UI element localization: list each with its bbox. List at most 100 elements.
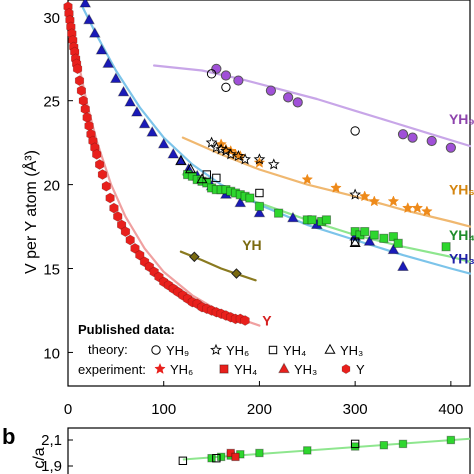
data-point-theory: [267, 158, 280, 170]
data-point-theory: [184, 163, 197, 174]
data-point-experiment: [105, 192, 115, 204]
data-point-experiment: [368, 195, 381, 207]
data-point-b-experiment: [207, 454, 216, 463]
y-axis-label: V per Y atom (Å³): [21, 150, 40, 274]
data-point-experiment: [167, 147, 180, 159]
fit-curve: [153, 64, 472, 148]
curve-label: YH₉: [449, 111, 474, 127]
data-point-theory: [212, 173, 221, 183]
legend-label: YH₄: [234, 362, 257, 377]
data-point-experiment: [231, 268, 242, 279]
data-point-experiment: [220, 70, 232, 81]
data-point-experiment: [360, 227, 370, 237]
fit-curve: [181, 136, 472, 228]
data-point-experiment: [330, 181, 342, 193]
data-point-experiment: [397, 260, 409, 271]
data-point-experiment: [253, 156, 266, 168]
data-point-theory: [350, 126, 360, 136]
data-point-experiment: [253, 206, 266, 218]
legend: Published data: theory: experiment: YH₉ Y…: [78, 322, 365, 377]
data-point-theory: [253, 153, 266, 165]
data-point-experiment: [120, 226, 131, 237]
legend-marker: [219, 364, 229, 374]
data-point-experiment: [125, 234, 135, 246]
data-point-theory: [255, 188, 264, 198]
data-point-experiment: [387, 195, 400, 207]
data-point-theory: [232, 149, 245, 162]
data-point-experiment: [97, 169, 108, 180]
legend-marker: [154, 362, 166, 374]
data-point-b-experiment: [303, 446, 312, 455]
legend-marker: [268, 345, 278, 355]
data-point-experiment: [146, 125, 159, 137]
data-point-b-experiment: [231, 452, 240, 462]
data-point-experiment: [109, 72, 122, 83]
legend-label: YH₆: [226, 343, 249, 358]
y-axis-label-b: c/a: [31, 447, 48, 468]
curve-label: YH: [242, 237, 261, 253]
curve-label: YH₆: [449, 182, 474, 198]
data-point-experiment: [388, 232, 399, 242]
legend-label: Y: [356, 362, 365, 377]
fit-curve-b: [182, 437, 471, 461]
data-point-b-theory: [178, 456, 188, 466]
data-point-experiment: [363, 235, 376, 246]
data-point-experiment: [109, 202, 119, 214]
fit-curve: [81, 5, 472, 275]
data-point-b-theory: [350, 439, 360, 449]
y-tick-label: 15: [43, 262, 60, 279]
x-tick-label: 200: [247, 401, 272, 418]
plot-frame-a: [67, 0, 471, 387]
data-point-b-experiment: [446, 435, 456, 445]
legend-label: YH₃: [294, 362, 317, 377]
legend-marker: [210, 343, 222, 355]
data-point-experiment: [441, 242, 451, 252]
y-tick-label-b: 1,9: [41, 458, 62, 474]
data-point-experiment: [379, 233, 389, 243]
data-point-experiment: [83, 13, 96, 25]
data-point-experiment: [117, 85, 130, 97]
data-point-experiment: [74, 75, 85, 86]
data-point-b-experiment: [255, 448, 264, 458]
data-point-b-experiment: [350, 442, 360, 451]
data-point-experiment: [292, 97, 303, 108]
x-tick-label: 0: [64, 401, 72, 418]
data-point-experiment: [273, 208, 284, 218]
y-tick-label: 25: [43, 94, 60, 111]
curve-label: Y: [262, 313, 272, 329]
data-point-experiment: [445, 142, 456, 153]
data-point-experiment: [240, 315, 250, 326]
data-point-experiment: [84, 120, 94, 132]
data-point-b-theory: [212, 454, 221, 463]
data-point-experiment: [135, 249, 145, 261]
data-point-experiment: [245, 193, 255, 203]
data-point-theory: [175, 154, 187, 165]
x-tick-label: 300: [343, 401, 368, 418]
data-point-experiment: [369, 230, 379, 240]
data-point-experiment: [92, 149, 102, 160]
curve-label: YH₃: [449, 250, 474, 266]
data-point-b-experiment: [398, 439, 408, 449]
legend-label: YH₃: [340, 343, 363, 358]
data-points-b: [178, 435, 456, 466]
data-point-experiment: [421, 205, 433, 217]
data-point-experiment: [286, 211, 299, 223]
legend-title: Published data:: [78, 322, 175, 337]
data-point-b-experiment: [379, 441, 389, 450]
data-point-experiment: [358, 190, 371, 202]
data-point-experiment: [321, 215, 332, 225]
data-point-experiment: [124, 95, 137, 107]
data-point-experiment: [301, 173, 314, 185]
legend-label: YH₆: [170, 362, 193, 377]
data-point-experiment: [72, 63, 83, 75]
data-point-experiment: [76, 85, 86, 96]
data-point-experiment: [307, 215, 317, 225]
data-point-theory: [349, 188, 362, 200]
curve-labels: YH₉ YH₆ YH₄ YH₃ YH Y: [242, 111, 474, 328]
data-point-experiment: [157, 137, 170, 149]
data-point-experiment: [211, 63, 222, 74]
y-tick-label: 30: [43, 10, 60, 27]
data-point-experiment: [80, 103, 90, 115]
data-point-experiment: [101, 180, 111, 192]
